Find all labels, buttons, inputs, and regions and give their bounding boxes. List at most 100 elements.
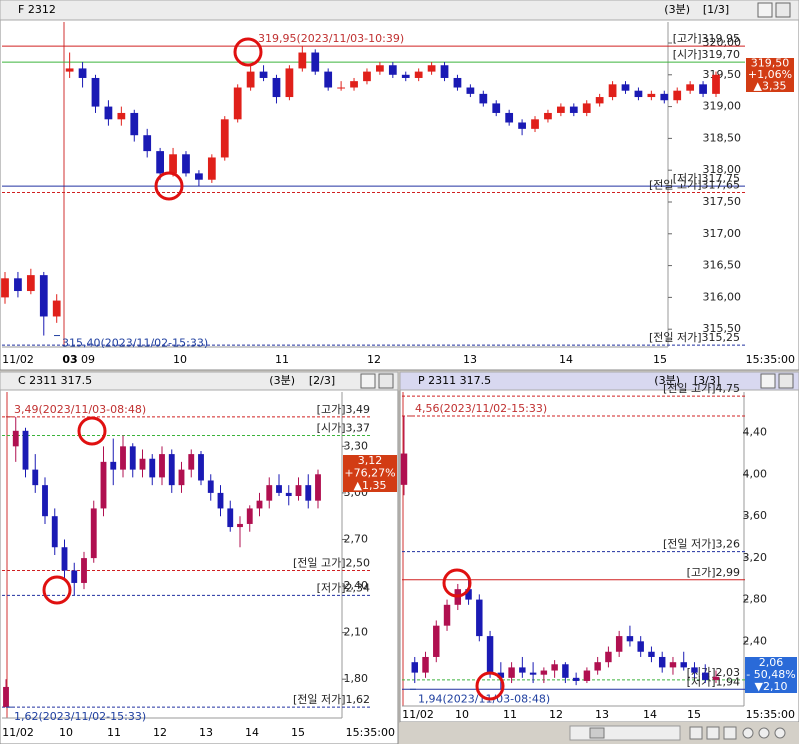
candle-body [266,485,273,501]
candle-body [433,625,440,657]
close-button[interactable] [778,373,794,389]
candle-body [182,154,190,174]
candle-body [551,664,558,671]
scroll-thumb[interactable] [589,727,605,739]
candle-body [605,651,612,663]
candle-body [1,278,9,298]
candle-body [440,65,449,78]
time-label: 15:35:00 [746,708,795,721]
candle-body [272,77,281,98]
settings-button[interactable] [360,373,376,389]
candle-body [466,87,475,94]
x-tick-label: 12 [153,726,167,739]
candle-body [486,636,494,673]
zoom-out[interactable] [758,727,770,739]
page-index: [1/3] [703,3,729,16]
candle-body [626,636,634,642]
candle-body [562,664,569,678]
candle-body [315,474,321,501]
scrollbar[interactable] [569,725,681,741]
settings-button[interactable] [757,2,773,18]
y-tick-label: 319,50 [703,68,742,81]
annotation: 1,62(2023/11/02-15:33) [14,710,146,723]
candle-body [505,112,514,123]
annotation: 319,95(2023/11/03-10:39) [258,32,404,45]
highlight-circle [77,416,107,446]
price-box-line: - 50,48% [746,668,795,681]
candle-body [149,458,156,478]
candle-body [104,106,113,120]
candle-body [492,103,501,113]
price-box-line: 2,06 [759,656,784,669]
reference-label: [저가]2,34 [317,581,370,594]
candle-body [120,446,126,470]
y-tick-label: 316,50 [703,259,742,272]
y-tick-label: 3,60 [743,509,768,522]
candle-body [508,667,515,678]
candle-body [130,112,139,136]
price-box-line: 319,50 [751,57,790,70]
stop-button[interactable] [706,726,720,740]
candle-body [12,430,19,447]
candle-body [65,68,74,72]
close-button[interactable] [378,373,394,389]
reference-label: [고가]3,49 [317,403,370,416]
reference-label: [전일 저가]315,25 [649,330,740,344]
candle-body [276,485,282,493]
x-tick-label: 12 [549,708,563,721]
reference-label: [전일 고가]2,50 [293,556,370,570]
candle-body [702,672,709,680]
price-box [343,455,397,492]
next-button[interactable] [723,726,737,740]
x-tick-label: 09 [81,353,95,366]
candle-body [188,454,195,470]
candle-body [159,454,165,478]
candle-body [81,558,87,583]
candle-body [129,446,136,470]
window-title: P 2311 317.5 [418,374,491,387]
candle-body [658,656,666,668]
candle-body [91,77,100,107]
y-tick-label: 4,40 [743,426,768,439]
highlight-circle [154,171,184,201]
x-tick-label: 11/02 [2,353,34,366]
price-box-line: +1,06% [748,68,792,81]
candle-body [156,151,165,174]
candle-body [198,454,204,481]
price-box [746,58,794,92]
window-title: F 2312 [18,3,56,16]
x-tick-label: 10 [59,726,73,739]
candle-body [376,65,384,72]
settings-button[interactable] [760,373,776,389]
y-tick-label: 2,40 [344,579,369,592]
candle-body [195,173,203,180]
candle-body [350,81,358,88]
window-header [0,0,799,21]
reference-label: [전일 저가]1,62 [293,692,370,706]
zoom-reset[interactable] [774,727,786,739]
candle-body [42,485,48,517]
candle-body [363,71,371,82]
x-tick-label: 13 [199,726,213,739]
y-tick-label: 2,80 [743,593,768,606]
candle-body [143,135,152,152]
interval: (3분) [654,374,680,387]
prev-button[interactable] [689,726,703,740]
candle-body [22,430,29,470]
candle-body [518,122,526,129]
candle-body [100,461,107,509]
reference-label: [고가]319,95 [673,32,740,45]
candle-body [337,87,345,89]
interval: (3분) [269,374,295,387]
candle-body [61,547,68,571]
candle-body [615,636,623,652]
candle-body [673,90,682,101]
price-box-line: ▲3,35 [754,79,787,92]
y-tick-label: 315,50 [703,322,742,335]
y-tick-label: 319,00 [703,100,742,113]
candle-body [139,458,146,470]
zoom-in[interactable] [742,727,754,739]
close-button[interactable] [775,2,791,18]
candle-body [298,52,307,69]
